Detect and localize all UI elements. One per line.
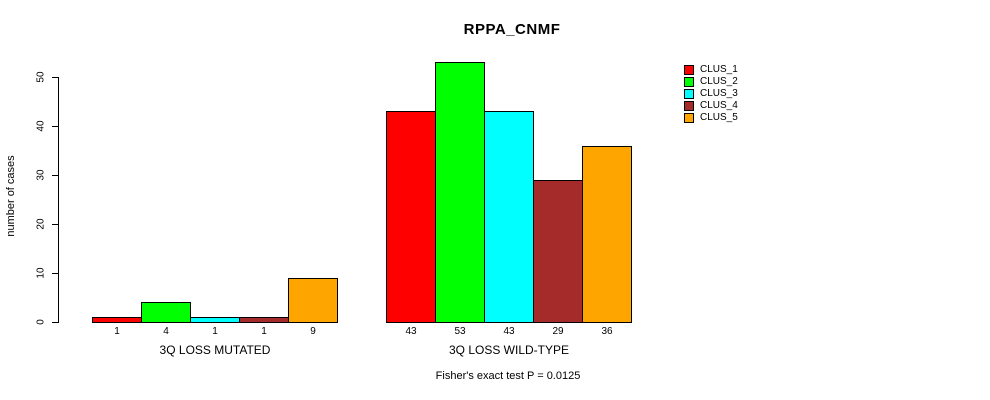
legend-swatch-clus_2: [684, 77, 694, 87]
bar-clus_4-group2: [533, 180, 583, 323]
bar-value-label: 43: [405, 326, 417, 337]
y-tick-mark: [52, 322, 58, 323]
fisher-test-annotation: Fisher's exact test P = 0.0125: [435, 370, 581, 382]
bar-clus_1-group2: [386, 111, 436, 323]
bar-clus_2-group2: [435, 62, 485, 323]
bar-clus_1-group1: [92, 317, 142, 323]
bar-clus_3-group2: [484, 111, 534, 323]
y-tick-label: 40: [35, 120, 47, 132]
bar-value-label: 43: [503, 326, 515, 337]
bar-clus_5-group2: [582, 146, 632, 323]
y-tick-mark: [52, 126, 58, 127]
legend-row-clus_3: CLUS_3: [684, 88, 738, 100]
x-group-label: 3Q LOSS MUTATED: [159, 343, 271, 357]
y-tick-label: 50: [35, 71, 47, 83]
legend: CLUS_1 CLUS_2 CLUS_3 CLUS_4 CLUS_5: [684, 64, 738, 124]
legend-row-clus_2: CLUS_2: [684, 76, 738, 88]
bar-value-label: 1: [114, 326, 120, 337]
bar-value-label: 4: [163, 326, 169, 337]
legend-swatch-clus_5: [684, 113, 694, 123]
legend-label: CLUS_5: [700, 112, 738, 123]
legend-swatch-clus_3: [684, 89, 694, 99]
y-axis-line: [58, 77, 59, 323]
y-axis-title: number of cases: [5, 155, 17, 237]
y-tick-label: 10: [35, 267, 47, 279]
legend-label: CLUS_1: [700, 64, 738, 75]
x-group-label: 3Q LOSS WILD-TYPE: [448, 343, 570, 357]
bar-clus_3-group1: [190, 317, 240, 323]
y-tick-mark: [52, 273, 58, 274]
y-tick-label: 30: [35, 169, 47, 181]
y-tick-mark: [52, 77, 58, 78]
legend-row-clus_4: CLUS_4: [684, 100, 738, 112]
y-tick-label: 0: [35, 319, 47, 325]
legend-label: CLUS_2: [700, 76, 738, 87]
legend-label: CLUS_3: [700, 88, 738, 99]
legend-swatch-clus_1: [684, 65, 694, 75]
legend-row-clus_5: CLUS_5: [684, 112, 738, 124]
legend-row-clus_1: CLUS_1: [684, 64, 738, 76]
bar-value-label: 29: [552, 326, 564, 337]
y-tick-mark: [52, 224, 58, 225]
y-tick-label: 20: [35, 218, 47, 230]
bar-value-label: 53: [454, 326, 466, 337]
bar-value-label: 9: [310, 326, 316, 337]
legend-swatch-clus_4: [684, 101, 694, 111]
chart-title: RPPA_CNMF: [463, 21, 561, 38]
bar-clus_4-group1: [239, 317, 289, 323]
bar-value-label: 1: [212, 326, 218, 337]
bar-clus_2-group1: [141, 302, 191, 323]
bar-value-label: 36: [601, 326, 613, 337]
y-tick-mark: [52, 175, 58, 176]
bar-value-label: 1: [261, 326, 267, 337]
legend-label: CLUS_4: [700, 100, 738, 111]
bar-clus_5-group1: [288, 278, 338, 323]
